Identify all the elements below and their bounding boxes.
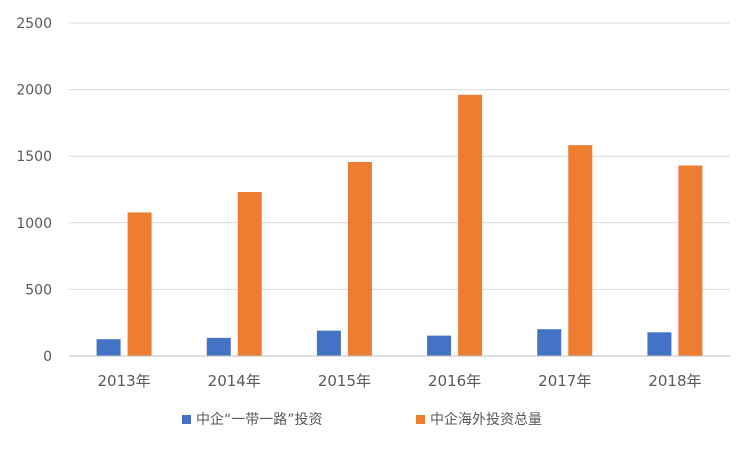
bar-series-1-2014年	[237, 192, 262, 356]
y-tick-label: 500	[25, 282, 52, 298]
y-tick-label: 2500	[16, 16, 52, 32]
bar-series-0-2018年	[647, 332, 672, 356]
x-category-label: 2017年	[538, 372, 591, 390]
x-category-label: 2018年	[648, 372, 701, 390]
bar-series-1-2018年	[678, 165, 703, 356]
x-category-label: 2016年	[428, 372, 481, 390]
y-tick-label: 1000	[16, 216, 52, 232]
bar-series-1-2015年	[347, 161, 372, 356]
bar-series-1-2017年	[568, 145, 593, 356]
bars	[96, 94, 703, 356]
legend-label-0: 中企“一带一路”投资	[196, 411, 323, 428]
gridlines	[69, 22, 730, 290]
y-tick-label: 2000	[16, 83, 52, 99]
y-axis-ticks: 0 500 1000 1500 2000 2500	[16, 16, 52, 365]
x-category-label: 2015年	[318, 372, 371, 390]
bar-series-0-2015年	[316, 330, 341, 356]
bar-series-0-2016年	[427, 335, 452, 356]
legend: 中企“一带一路”投资 中企海外投资总量	[182, 411, 542, 428]
y-tick-label: 0	[43, 349, 52, 365]
bar-series-1-2016年	[458, 94, 483, 356]
legend-label-1: 中企海外投资总量	[430, 411, 542, 428]
bar-series-0-2014年	[206, 337, 231, 356]
bar-series-1-2013年	[127, 212, 152, 356]
legend-swatch-0	[182, 415, 191, 424]
legend-swatch-1	[416, 415, 425, 424]
y-tick-label: 1500	[16, 149, 52, 165]
x-axis-category-labels: 2013年 2014年 2015年 2016年 2017年 2018年	[97, 372, 701, 390]
x-category-label: 2014年	[208, 372, 261, 390]
bar-series-0-2017年	[537, 329, 562, 356]
x-category-label: 2013年	[97, 372, 150, 390]
bar-series-0-2013年	[96, 339, 121, 356]
